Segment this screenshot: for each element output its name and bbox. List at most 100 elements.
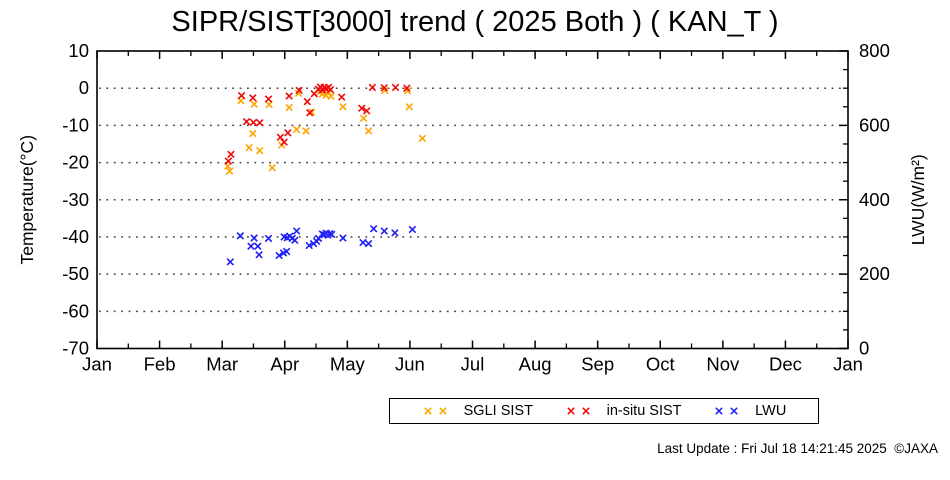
data-point-x-marker: [285, 92, 293, 100]
data-point-x-marker: [418, 134, 427, 143]
data-point-x-marker: [339, 234, 347, 242]
legend-marker-pair-icon: [715, 407, 738, 415]
data-point-x-marker: [254, 242, 262, 250]
data-point-x-marker: [403, 84, 411, 92]
data-point-x-marker: [292, 125, 301, 134]
axis-text: 400: [859, 189, 890, 210]
legend-label: in-situ SIST: [606, 403, 682, 419]
data-point-x-marker: [255, 119, 264, 127]
data-point-x-marker: [326, 85, 335, 94]
data-point-x-marker: [327, 230, 336, 239]
data-point-x-marker: [730, 407, 738, 415]
axis-text: -70: [62, 338, 89, 359]
data-point-x-marker: [295, 86, 303, 95]
legend-box: SGLI SIST in-situ SIST LWU: [389, 398, 819, 424]
axis-text: -40: [62, 226, 89, 247]
legend-entry-lwu: LWU: [713, 403, 786, 419]
data-point-x-marker: [290, 236, 299, 245]
data-point-x-marker: [423, 407, 432, 415]
data-point-x-marker: [249, 118, 258, 127]
axis-text: Dec: [769, 354, 802, 375]
axis-text: Sep: [581, 354, 614, 375]
axis-text: Jul: [461, 354, 485, 375]
y-right-axis-label: LWU(W/m²): [908, 154, 928, 245]
data-point-x-marker: [364, 127, 373, 135]
data-point-x-marker: [224, 157, 233, 165]
data-point-x-marker: [275, 251, 283, 260]
axis-text: 0: [79, 77, 89, 98]
data-point-x-marker: [305, 241, 313, 250]
last-update-text: Last Update : Fri Jul 18 14:21:45 2025 ©…: [657, 441, 938, 456]
axis-text: -60: [62, 300, 89, 321]
data-point-x-marker: [364, 239, 373, 248]
axis-text: -50: [62, 263, 89, 284]
series-in-situ-sist: [224, 83, 411, 165]
data-point-x-marker: [715, 407, 723, 415]
data-point-x-marker: [227, 150, 235, 159]
data-point-x-marker: [302, 127, 310, 135]
legend-label: LWU: [755, 403, 787, 419]
data-point-x-marker: [225, 167, 234, 175]
axis-text: Oct: [646, 354, 675, 375]
data-point-x-marker: [380, 227, 389, 235]
data-point-x-marker: [303, 97, 312, 106]
axis-text: Jan: [82, 354, 112, 375]
data-point-x-marker: [255, 251, 263, 259]
data-point-x-marker: [368, 83, 377, 92]
data-point-x-marker: [581, 407, 590, 415]
data-point-x-marker: [566, 407, 575, 415]
legend-marker-pair-icon: [566, 407, 590, 415]
data-point-x-marker: [242, 117, 251, 126]
data-point-x-marker: [306, 108, 314, 117]
data-point-x-marker: [250, 234, 258, 242]
data-point-x-marker: [391, 83, 400, 92]
data-point-x-marker: [226, 258, 235, 266]
data-point-x-marker: [292, 227, 301, 235]
axis-text: Jan: [833, 354, 863, 375]
axis-text: Aug: [519, 354, 552, 375]
data-point-x-marker: [327, 92, 335, 101]
axis-text: 200: [859, 263, 890, 284]
data-point-x-marker: [369, 224, 378, 233]
data-point-x-marker: [359, 238, 367, 247]
legend-entry-sgli-sist: SGLI SIST: [422, 403, 533, 419]
axis-text: Mar: [206, 354, 238, 375]
data-point-x-marker: [357, 104, 366, 113]
data-point-x-marker: [255, 146, 264, 155]
axis-text: Apr: [270, 354, 299, 375]
data-point-x-marker: [249, 129, 257, 138]
data-point-x-marker: [245, 143, 253, 152]
data-point-x-marker: [285, 103, 293, 112]
axis-text: -30: [62, 189, 89, 210]
data-point-x-marker: [236, 232, 245, 240]
data-point-x-marker: [264, 95, 273, 103]
axis-text: Feb: [144, 354, 176, 375]
data-point-x-marker: [391, 229, 399, 237]
data-point-x-marker: [264, 234, 273, 243]
data-point-x-marker: [284, 129, 292, 137]
axis-text: 800: [859, 40, 890, 61]
axis-text: 10: [68, 40, 89, 61]
data-point-x-marker: [282, 247, 291, 256]
data-point-x-marker: [326, 229, 334, 238]
data-point-x-marker: [247, 242, 255, 250]
axis-text: -20: [62, 152, 89, 173]
axis-text: 0: [859, 338, 869, 359]
axis-text: -10: [62, 114, 89, 135]
data-point-x-marker: [339, 103, 347, 111]
legend-entry-in-situ-sist: in-situ SIST: [565, 403, 682, 419]
data-point-x-marker: [268, 164, 276, 172]
data-point-x-marker: [359, 114, 368, 123]
data-point-x-marker: [438, 407, 447, 415]
axis-text: 600: [859, 114, 890, 135]
data-point-x-marker: [405, 103, 414, 111]
data-point-x-marker: [237, 91, 246, 100]
axis-text: Nov: [706, 354, 740, 375]
series-sgli-sist: [224, 86, 427, 175]
data-point-x-marker: [250, 100, 258, 108]
y-left-axis-label: Temperature(°C): [17, 135, 37, 265]
data-point-x-marker: [337, 93, 346, 101]
data-point-x-marker: [380, 84, 389, 92]
